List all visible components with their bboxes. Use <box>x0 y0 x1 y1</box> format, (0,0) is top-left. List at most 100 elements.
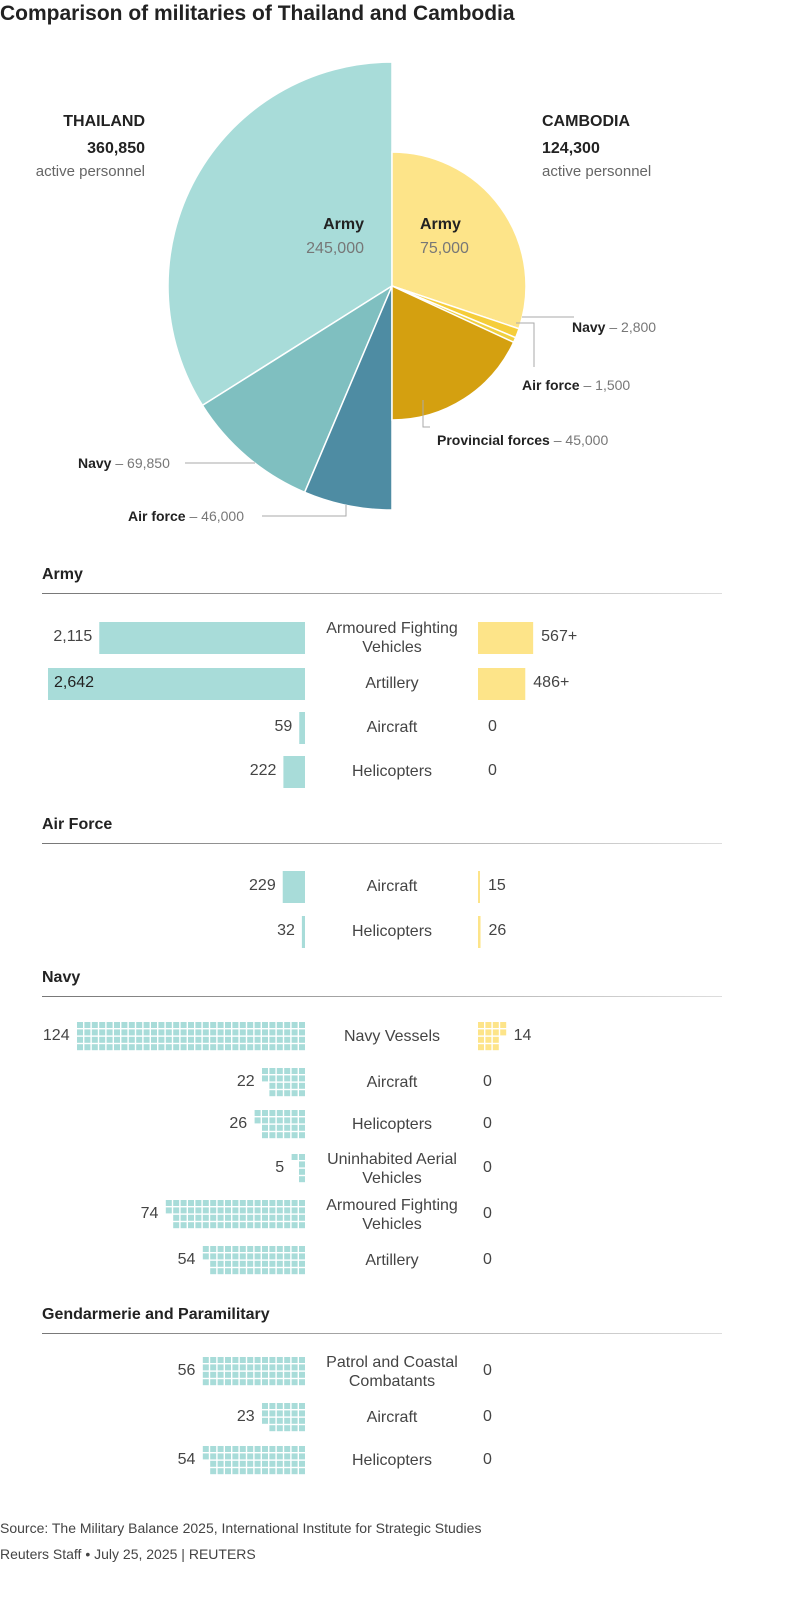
waffle-cell-thailand <box>225 1253 231 1260</box>
waffle-cell-thailand <box>180 1044 187 1051</box>
waffle-cell-thailand <box>276 1410 283 1417</box>
waffle-cell-thailand <box>262 1044 268 1051</box>
waffle-cell-thailand <box>210 1260 217 1267</box>
waffle-cell-thailand <box>232 1260 239 1267</box>
waffle-cell-thailand <box>210 1468 217 1475</box>
waffle-cell-thailand <box>254 1446 261 1452</box>
value-cambodia: 0 <box>488 762 497 779</box>
waffle-cell-thailand <box>291 1357 298 1363</box>
waffle-cell-thailand <box>254 1207 261 1214</box>
waffle-cell-thailand <box>299 1022 305 1028</box>
waffle-cell-thailand <box>121 1036 128 1043</box>
waffle-cell-thailand <box>291 1253 298 1260</box>
waffle-cell-thailand <box>299 1075 305 1082</box>
waffle-cell-thailand <box>291 1410 298 1417</box>
waffle-cell-thailand <box>254 1029 261 1036</box>
waffle-cell-thailand <box>276 1379 283 1386</box>
waffle-cell-thailand <box>276 1468 283 1475</box>
waffle-cell-thailand <box>188 1207 194 1214</box>
waffle-cell-thailand <box>77 1044 83 1051</box>
waffle-cell-thailand <box>262 1207 268 1214</box>
waffle-cell-thailand <box>114 1044 120 1051</box>
waffle-cell-thailand <box>291 1460 298 1467</box>
waffle-cell-thailand <box>247 1029 254 1036</box>
waffle-cell-thailand <box>299 1453 305 1460</box>
value-cambodia: 0 <box>483 1115 492 1132</box>
waffle-cell-thailand <box>254 1357 261 1363</box>
waffle-cell-thailand <box>173 1207 180 1214</box>
waffle-cell-thailand <box>151 1044 157 1051</box>
bar-thailand <box>282 871 305 903</box>
waffle-cell-thailand <box>262 1410 268 1417</box>
waffle-cell-thailand <box>276 1371 283 1378</box>
waffle-cell-thailand <box>284 1253 291 1260</box>
waffle-cell-thailand <box>269 1417 276 1424</box>
waffle-cell-thailand <box>121 1029 128 1036</box>
waffle-cell-thailand <box>284 1379 291 1386</box>
waffle-cell-thailand <box>291 1200 298 1206</box>
waffle-cell-thailand <box>99 1044 106 1051</box>
value-cambodia: 0 <box>483 1205 492 1222</box>
waffle-cell-thailand <box>262 1200 268 1206</box>
waffle-cell-thailand <box>262 1132 268 1139</box>
waffle-cell-thailand <box>284 1090 291 1097</box>
waffle-cell-thailand <box>284 1022 291 1028</box>
waffle-cell-thailand <box>269 1214 276 1221</box>
category-label: Helicopters <box>351 1452 433 1469</box>
waffle-cell-thailand <box>136 1044 143 1051</box>
waffle-cell-thailand <box>291 1082 298 1089</box>
waffle-cell-thailand <box>225 1029 231 1036</box>
waffle-cell-thailand <box>188 1022 194 1028</box>
waffle-cell-thailand <box>217 1022 224 1028</box>
waffle-cell-thailand <box>247 1214 254 1221</box>
waffle-cell-thailand <box>269 1268 276 1275</box>
waffle-cell-thailand <box>210 1036 217 1043</box>
value-cambodia: 486+ <box>533 674 570 691</box>
waffle-cell-thailand <box>202 1044 209 1051</box>
waffle-cell-thailand <box>254 1371 261 1378</box>
cambodia-provincial-label: Provincial forces – 45,000 <box>437 432 609 448</box>
waffle-cell-thailand <box>239 1268 246 1275</box>
waffle-cell-thailand <box>121 1022 128 1028</box>
value-cambodia: 0 <box>483 1073 492 1090</box>
waffle-cell-cambodia <box>485 1022 492 1028</box>
waffle-cell-thailand <box>106 1036 113 1043</box>
waffle-cell-thailand <box>291 1468 298 1475</box>
cambodia-army-value: 75,000 <box>420 240 469 257</box>
waffle-cell-thailand <box>84 1029 91 1036</box>
waffle-cell-thailand <box>254 1200 261 1206</box>
waffle-cell-thailand <box>262 1253 268 1260</box>
waffle-cell-thailand <box>202 1357 209 1363</box>
waffle-cell-thailand <box>299 1260 305 1267</box>
waffle-cell-thailand <box>247 1268 254 1275</box>
waffle-cell-thailand <box>276 1124 283 1131</box>
waffle-cell-thailand <box>269 1425 276 1432</box>
waffle-cell-thailand <box>299 1403 305 1409</box>
waffle-cell-thailand <box>136 1022 143 1028</box>
waffle-cell-thailand <box>217 1044 224 1051</box>
waffle-cell-thailand <box>210 1246 217 1252</box>
waffle-cell-thailand <box>276 1260 283 1267</box>
waffle-cell-thailand <box>299 1364 305 1371</box>
waffle-cell-thailand <box>299 1214 305 1221</box>
waffle-cell-thailand <box>210 1268 217 1275</box>
value-cambodia: 0 <box>483 1251 492 1268</box>
waffle-cell-thailand <box>77 1029 83 1036</box>
waffle-cell-thailand <box>195 1207 202 1214</box>
waffle-cell-thailand <box>276 1268 283 1275</box>
waffle-cell-thailand <box>254 1117 261 1124</box>
waffle-cell-thailand <box>299 1068 305 1074</box>
waffle-cell-thailand <box>151 1036 157 1043</box>
cambodia-airforce-label: Air force – 1,500 <box>522 377 631 393</box>
waffle-cell-thailand <box>284 1117 291 1124</box>
waffle-cell-cambodia <box>478 1044 484 1051</box>
thailand-label: THAILAND <box>63 113 145 130</box>
waffle-cell-thailand <box>269 1379 276 1386</box>
waffle-cell-thailand <box>299 1176 305 1183</box>
waffle-cell-thailand <box>284 1460 291 1467</box>
waffle-cell-thailand <box>158 1022 165 1028</box>
waffle-cell-thailand <box>232 1200 239 1206</box>
waffle-cell-thailand <box>276 1200 283 1206</box>
waffle-cell-thailand <box>165 1200 172 1206</box>
